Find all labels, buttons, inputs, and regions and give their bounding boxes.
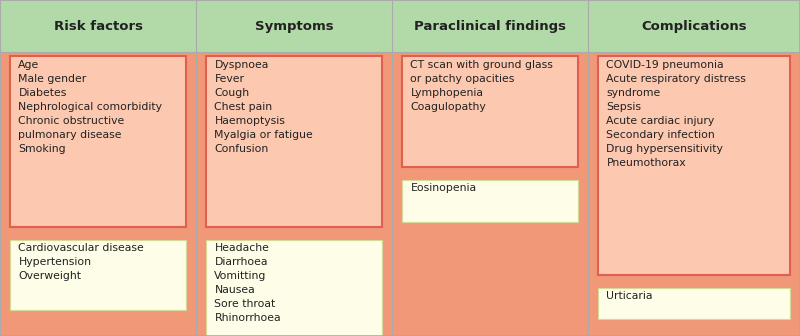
FancyBboxPatch shape (206, 56, 382, 226)
FancyBboxPatch shape (598, 56, 790, 275)
FancyBboxPatch shape (10, 56, 186, 226)
FancyBboxPatch shape (392, 0, 588, 52)
Text: Symptoms: Symptoms (254, 19, 334, 33)
FancyBboxPatch shape (598, 288, 790, 319)
FancyBboxPatch shape (0, 0, 196, 52)
FancyBboxPatch shape (0, 52, 196, 336)
FancyBboxPatch shape (392, 52, 588, 336)
Text: Complications: Complications (641, 19, 747, 33)
Text: Age
Male gender
Diabetes
Nephrological comorbidity
Chronic obstructive
pulmonary: Age Male gender Diabetes Nephrological c… (18, 60, 162, 154)
FancyBboxPatch shape (588, 52, 800, 336)
FancyBboxPatch shape (10, 240, 186, 310)
FancyBboxPatch shape (402, 180, 578, 222)
FancyBboxPatch shape (588, 0, 800, 52)
Text: CT scan with ground glass
or patchy opacities
Lymphopenia
Coagulopathy: CT scan with ground glass or patchy opac… (410, 60, 554, 112)
Text: Paraclinical findings: Paraclinical findings (414, 19, 566, 33)
FancyBboxPatch shape (196, 52, 392, 336)
Text: Dyspnoea
Fever
Cough
Chest pain
Haemoptysis
Myalgia or fatigue
Confusion: Dyspnoea Fever Cough Chest pain Haemopty… (214, 60, 313, 154)
FancyBboxPatch shape (402, 56, 578, 167)
Text: Urticaria: Urticaria (606, 291, 653, 301)
Text: Cardiovascular disease
Hypertension
Overweight: Cardiovascular disease Hypertension Over… (18, 243, 144, 281)
Text: Eosinopenia: Eosinopenia (410, 183, 477, 194)
FancyBboxPatch shape (196, 0, 392, 52)
Text: Risk factors: Risk factors (54, 19, 142, 33)
FancyBboxPatch shape (206, 240, 382, 336)
Text: Headache
Diarrhoea
Vomitting
Nausea
Sore throat
Rhinorrhoea: Headache Diarrhoea Vomitting Nausea Sore… (214, 243, 281, 323)
Text: COVID-19 pneumonia
Acute respiratory distress
syndrome
Sepsis
Acute cardiac inju: COVID-19 pneumonia Acute respiratory dis… (606, 60, 746, 168)
